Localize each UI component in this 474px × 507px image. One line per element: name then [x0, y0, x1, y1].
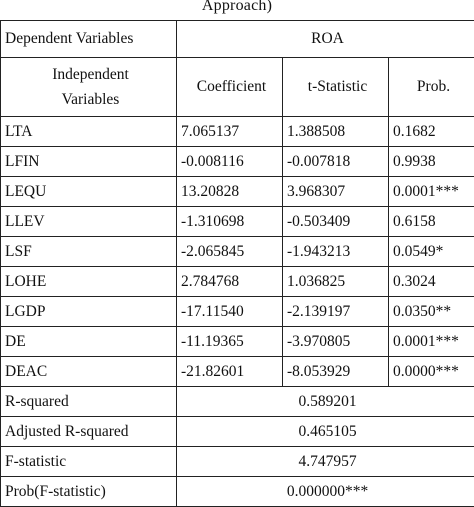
- coefficient-value: -11.19365: [177, 327, 283, 357]
- coefficient-value: -2.065845: [177, 237, 283, 267]
- stat-row-r-squared: R-squared 0.589201: [1, 387, 474, 417]
- table-row: LOHE 2.784768 1.036825 0.3024: [1, 267, 474, 297]
- table-caption: Approach): [0, 0, 474, 18]
- table-row: LGDP -17.11540 -2.139197 0.0350**: [1, 297, 474, 327]
- coefficient-value: 7.065137: [177, 117, 283, 147]
- dependent-variables-label: Dependent Variables: [1, 21, 177, 58]
- coefficient-header: Coefficient: [177, 58, 283, 117]
- variable-name: LFIN: [1, 147, 177, 177]
- prob-value: 0.6158: [389, 207, 474, 237]
- table-row: LSF -2.065845 -1.943213 0.0549*: [1, 237, 474, 267]
- stat-label: Adjusted R-squared: [1, 417, 177, 447]
- stat-value: 0.589201: [177, 387, 474, 417]
- stat-label: F-statistic: [1, 447, 177, 477]
- stat-label: Prob(F-statistic): [1, 477, 177, 507]
- stat-value: 0.000000***: [177, 477, 474, 507]
- prob-value: 0.0001***: [389, 327, 474, 357]
- stat-row-adjusted-r-squared: Adjusted R-squared 0.465105: [1, 417, 474, 447]
- variable-name: LGDP: [1, 297, 177, 327]
- prob-value: 0.0001***: [389, 177, 474, 207]
- coefficient-value: -21.82601: [177, 357, 283, 387]
- prob-value: 0.0000***: [389, 357, 474, 387]
- table-row: LEQU 13.20828 3.968307 0.0001***: [1, 177, 474, 207]
- table-row: LTA 7.065137 1.388508 0.1682: [1, 117, 474, 147]
- header-row-dependent: Dependent Variables ROA: [1, 21, 474, 58]
- prob-value: 0.0549*: [389, 237, 474, 267]
- prob-header: Prob.: [389, 58, 474, 117]
- stat-value: 4.747957: [177, 447, 474, 477]
- t-statistic-value: -3.970805: [283, 327, 389, 357]
- t-statistic-value: -0.503409: [283, 207, 389, 237]
- t-statistic-value: 3.968307: [283, 177, 389, 207]
- coefficient-value: 2.784768: [177, 267, 283, 297]
- stat-value: 0.465105: [177, 417, 474, 447]
- variable-name: LEQU: [1, 177, 177, 207]
- variable-name: LLEV: [1, 207, 177, 237]
- t-statistic-value: -8.053929: [283, 357, 389, 387]
- table-row: DEAC -21.82601 -8.053929 0.0000***: [1, 357, 474, 387]
- coefficient-value: 13.20828: [177, 177, 283, 207]
- prob-value: 0.9938: [389, 147, 474, 177]
- stat-row-f-statistic: F-statistic 4.747957: [1, 447, 474, 477]
- header-row-columns: Independent Variables Coefficient t-Stat…: [1, 58, 474, 117]
- variable-name: DE: [1, 327, 177, 357]
- coefficient-value: -0.008116: [177, 147, 283, 177]
- prob-value: 0.3024: [389, 267, 474, 297]
- regression-table: Dependent Variables ROA Independent Vari…: [0, 20, 474, 507]
- coefficient-value: -1.310698: [177, 207, 283, 237]
- coefficient-value: -17.11540: [177, 297, 283, 327]
- table-row: LFIN -0.008116 -0.007818 0.9938: [1, 147, 474, 177]
- t-statistic-header: t-Statistic: [283, 58, 389, 117]
- table-row: DE -11.19365 -3.970805 0.0001***: [1, 327, 474, 357]
- stat-row-prob-f-statistic: Prob(F-statistic) 0.000000***: [1, 477, 474, 507]
- prob-value: 0.1682: [389, 117, 474, 147]
- prob-value: 0.0350**: [389, 297, 474, 327]
- variable-name: LTA: [1, 117, 177, 147]
- t-statistic-value: -1.943213: [283, 237, 389, 267]
- stat-label: R-squared: [1, 387, 177, 417]
- independent-variables-label: Independent Variables: [1, 58, 177, 117]
- t-statistic-value: -2.139197: [283, 297, 389, 327]
- t-statistic-value: 1.388508: [283, 117, 389, 147]
- t-statistic-value: 1.036825: [283, 267, 389, 297]
- independent-label-line1: Independent: [52, 66, 129, 83]
- dependent-variable-value: ROA: [177, 21, 474, 58]
- independent-label-line2: Variables: [62, 91, 120, 108]
- variable-name: DEAC: [1, 357, 177, 387]
- t-statistic-value: -0.007818: [283, 147, 389, 177]
- variable-name: LOHE: [1, 267, 177, 297]
- table-row: LLEV -1.310698 -0.503409 0.6158: [1, 207, 474, 237]
- variable-name: LSF: [1, 237, 177, 267]
